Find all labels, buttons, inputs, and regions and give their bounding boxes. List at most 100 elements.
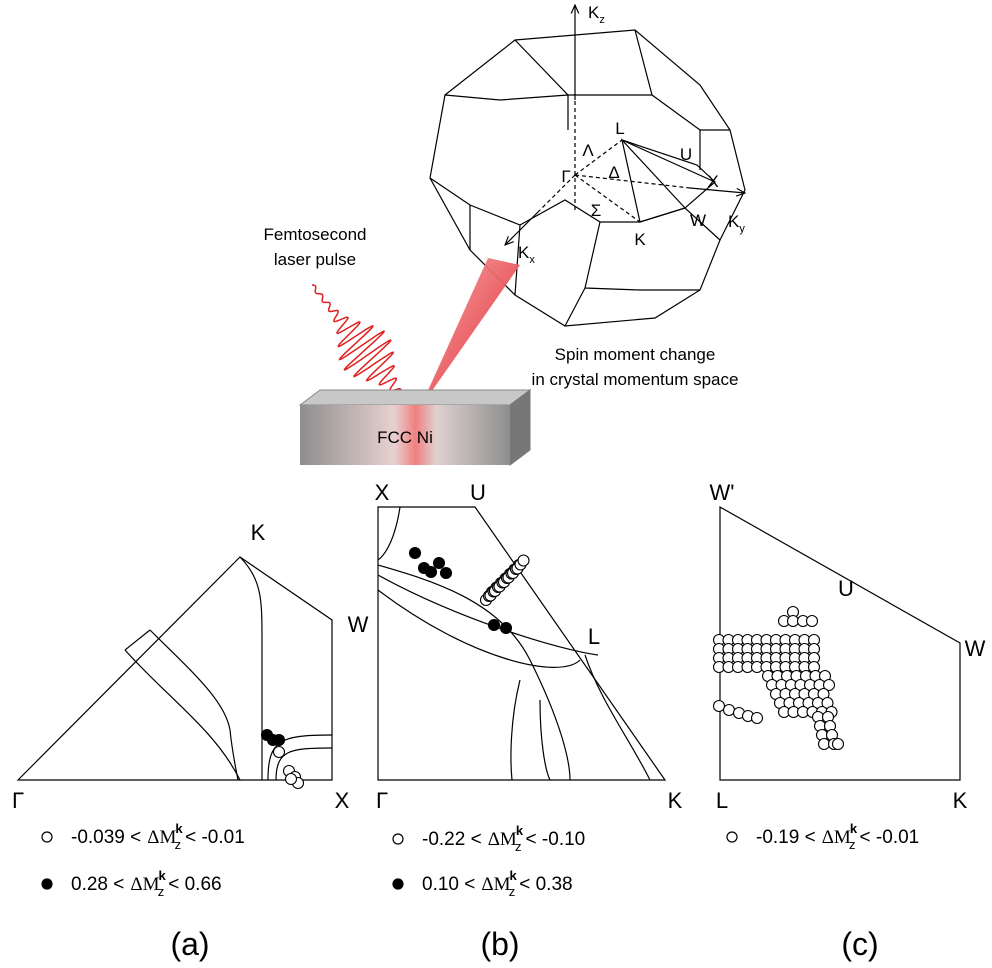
vertex-label: W — [965, 636, 986, 661]
bz-point-label: Γ — [561, 167, 570, 186]
legend-suffix: < -0.01 — [860, 827, 920, 848]
sample-slab — [298, 389, 532, 466]
legend-sup: k — [516, 823, 524, 838]
brillouin-zone — [429, 5, 745, 327]
laser-label: Femtosecond — [264, 225, 367, 244]
axis-sub: x — [529, 254, 535, 266]
panel-a-shape — [16, 556, 333, 781]
axis-main: K — [588, 3, 600, 22]
legend-marker — [41, 878, 53, 890]
vertex-label: K — [668, 788, 683, 813]
legend-sup: k — [175, 821, 183, 836]
open-dot — [722, 703, 736, 717]
legend-suffix: < 0.38 — [519, 874, 572, 895]
axis-main: K — [518, 243, 530, 262]
caption: in crystal momentum space — [532, 370, 739, 389]
filled-dot — [439, 566, 453, 580]
vertex-label: Γ — [12, 788, 24, 813]
vertex-label: Γ — [376, 788, 388, 813]
legend-quantity: ΔM — [822, 827, 851, 848]
laser-label: laser pulse — [274, 250, 356, 269]
legend-suffix: < -0.10 — [526, 829, 586, 850]
axis-label: Kz — [588, 3, 605, 26]
legend-suffix: < -0.01 — [185, 827, 245, 848]
open-dot — [805, 614, 819, 628]
sample-label: FCC Ni — [377, 428, 433, 447]
filled-dot — [408, 546, 422, 560]
vertex-label: K — [251, 520, 266, 545]
bz-point-label: W — [690, 211, 706, 230]
legend-quantity: ΔM — [488, 829, 517, 850]
panel-label: (a) — [170, 926, 209, 962]
bz-point-label: K — [634, 230, 646, 249]
open-dot — [272, 745, 286, 759]
panel-b-shape — [377, 506, 667, 781]
axis-label: Kx — [518, 243, 535, 266]
legend-quantity: ΔM — [130, 874, 159, 895]
legend-marker — [41, 831, 53, 843]
legend-marker — [392, 878, 404, 890]
legend-prefix: 0.28 < — [71, 874, 124, 895]
bz-point-label: L — [615, 119, 624, 138]
legend-sub: z — [509, 884, 516, 899]
axis-sub: y — [739, 223, 745, 235]
open-dot — [517, 554, 530, 567]
open-dot — [284, 772, 298, 786]
legend-marker — [392, 833, 404, 845]
axis-sub: z — [599, 14, 605, 26]
legend-sub: z — [158, 884, 165, 899]
legend-sup: k — [509, 868, 517, 883]
beam — [420, 258, 520, 408]
filled-dot — [272, 733, 286, 747]
legend-entry: -0.039 < ΔMk z < -0.01 — [71, 821, 245, 852]
vertex-label: X — [375, 480, 390, 505]
panel-c-shape — [719, 505, 961, 781]
open-dot — [712, 699, 726, 713]
legend-marker — [726, 831, 738, 843]
open-dot — [750, 711, 764, 725]
legend-sub: z — [849, 837, 856, 852]
vertex-label: X — [335, 788, 350, 813]
axis-label: Ky — [728, 212, 745, 235]
vertex-label: K — [953, 788, 968, 813]
caption: Spin moment change — [555, 345, 716, 364]
bz-point-label: Σ — [591, 201, 602, 220]
legend-suffix: < 0.66 — [168, 874, 221, 895]
legend-sup: k — [850, 821, 858, 836]
legend-sub: z — [175, 837, 182, 852]
panel-label: (c) — [841, 926, 878, 962]
legend-entry: -0.19 < ΔMk z < -0.01 — [756, 821, 919, 852]
legend-prefix: 0.10 < — [422, 874, 475, 895]
legend-prefix: -0.22 < — [422, 829, 482, 850]
vertex-label: L — [588, 624, 600, 649]
vertex-label: U — [838, 576, 854, 601]
legend-quantity: ΔM — [481, 874, 510, 895]
legend-entry: 0.10 < ΔMk z < 0.38 — [422, 868, 573, 899]
legend-entry: 0.28 < ΔMk z < 0.66 — [71, 868, 222, 899]
filled-dot — [424, 565, 438, 579]
bz-point-label: Λ — [582, 141, 594, 160]
filled-dot — [487, 618, 501, 632]
vertex-label: U — [470, 480, 486, 505]
legend-prefix: -0.19 < — [756, 827, 816, 848]
open-dot — [822, 678, 836, 692]
bz-point-label: U — [680, 145, 692, 164]
open-dot — [831, 737, 845, 751]
legend-sub: z — [515, 839, 522, 854]
vertex-label: W' — [710, 480, 735, 505]
open-dot — [786, 614, 800, 628]
axis-main: K — [728, 212, 740, 231]
open-dot — [817, 737, 831, 751]
legend-prefix: -0.039 < — [71, 827, 141, 848]
legend-entry: -0.22 < ΔMk z < -0.10 — [422, 823, 585, 854]
bz-point-label: Δ — [608, 163, 619, 182]
vertex-label: L — [716, 788, 728, 813]
bz-point-label: X — [707, 172, 718, 191]
vertex-label: W — [348, 612, 369, 637]
laser-pulse — [312, 284, 410, 408]
legend-sup: k — [158, 868, 166, 883]
filled-dot — [499, 621, 513, 635]
legend-quantity: ΔM — [147, 827, 176, 848]
